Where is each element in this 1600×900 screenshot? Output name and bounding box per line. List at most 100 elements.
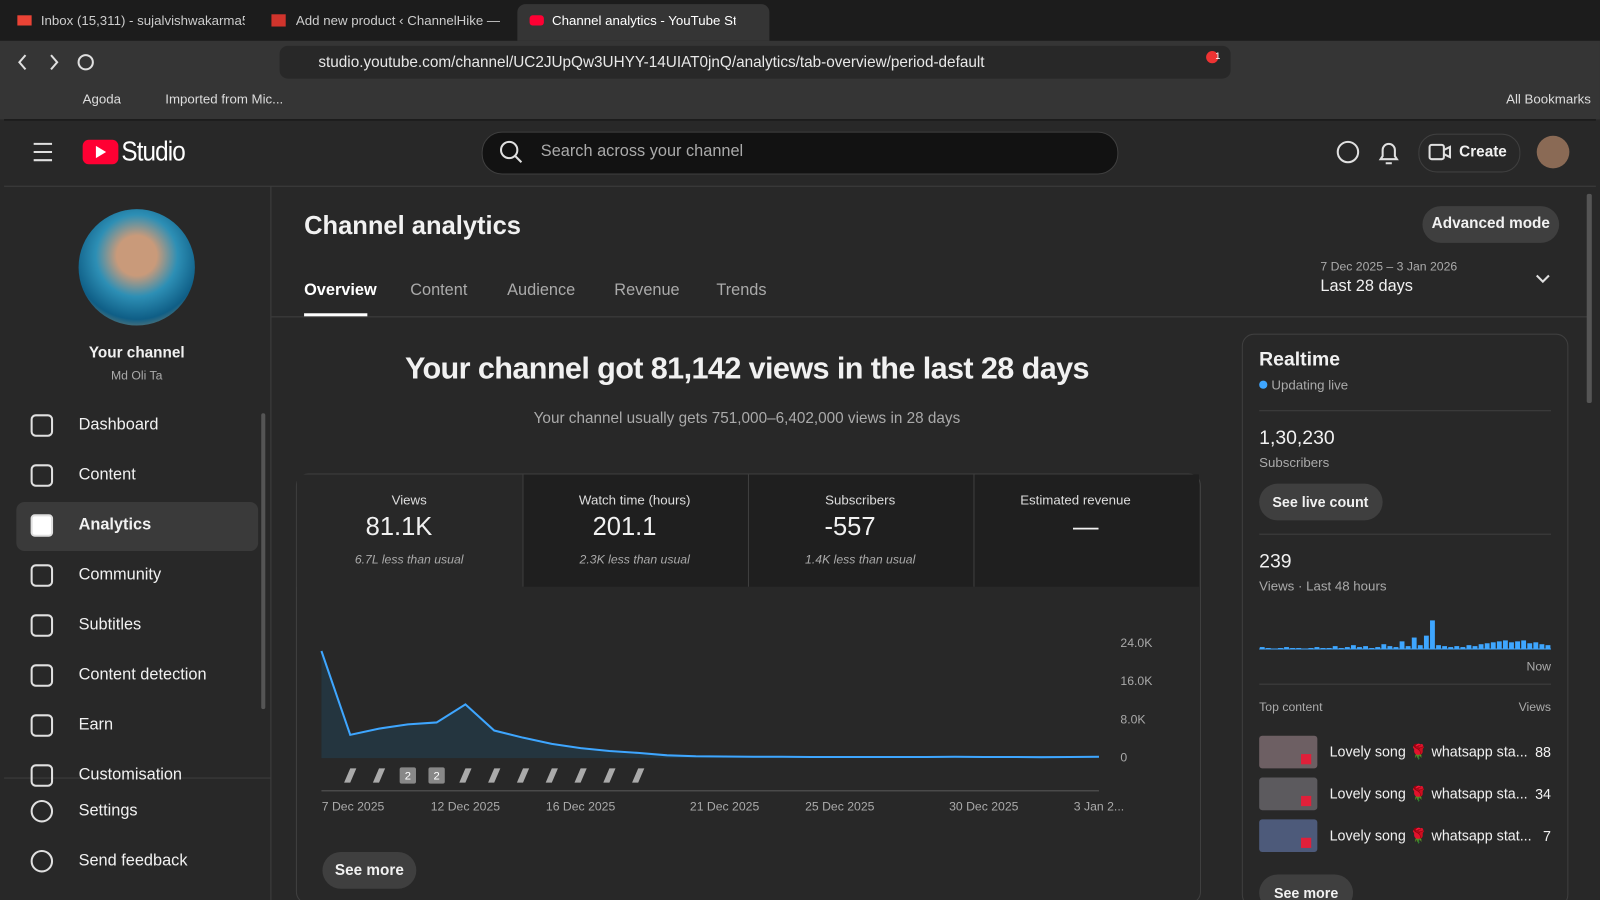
address-bar[interactable] bbox=[279, 45, 1231, 79]
bookmark[interactable]: Agoda bbox=[82, 91, 122, 107]
analytics-tab[interactable]: Content bbox=[410, 281, 468, 299]
realtime-bar bbox=[1502, 640, 1508, 649]
nav-icon bbox=[30, 799, 54, 823]
realtime-status: Updating live bbox=[1271, 377, 1349, 393]
realtime-bar bbox=[1387, 646, 1393, 649]
metric-tile[interactable] bbox=[973, 474, 1199, 587]
create-label[interactable]: Create bbox=[1459, 143, 1507, 161]
divider bbox=[1259, 533, 1552, 535]
metric-value: — bbox=[1072, 512, 1099, 542]
nav-icon bbox=[30, 764, 54, 787]
realtime-bar bbox=[1357, 647, 1362, 649]
divider bbox=[1259, 683, 1552, 685]
tab-title[interactable]: Channel analytics - YouTube Stuc bbox=[552, 12, 736, 29]
period[interactable]: Last 28 days bbox=[1320, 277, 1413, 295]
realtime-bar bbox=[1490, 642, 1496, 649]
chevron[interactable] bbox=[1536, 274, 1550, 284]
realtime-see-more[interactable]: See more bbox=[1273, 884, 1339, 900]
reload-icon[interactable] bbox=[77, 54, 94, 71]
metric-tile[interactable] bbox=[522, 474, 748, 587]
menu-icon[interactable] bbox=[33, 142, 53, 162]
nav-item[interactable]: Dashboard bbox=[78, 416, 159, 434]
metrics-card bbox=[295, 473, 1202, 900]
video-marker bbox=[516, 768, 530, 783]
realtime-bar bbox=[1393, 647, 1399, 649]
date-range[interactable]: 7 Dec 2025 – 3 Jan 2026 bbox=[1320, 259, 1458, 274]
search-placeholder[interactable]: Search across your channel bbox=[540, 142, 744, 161]
realtime-bar bbox=[1296, 648, 1302, 649]
analytics-tab[interactable]: Revenue bbox=[614, 281, 680, 299]
realtime-bar bbox=[1265, 648, 1271, 649]
realtime-bar bbox=[1442, 646, 1448, 649]
realtime-see-more-button[interactable] bbox=[1259, 874, 1354, 900]
create-button[interactable] bbox=[1418, 133, 1521, 173]
tab-favicon bbox=[529, 15, 544, 26]
realtime-bar bbox=[1278, 648, 1283, 649]
top-content-views: 88 bbox=[1535, 743, 1552, 761]
active-tab[interactable] bbox=[517, 4, 770, 41]
search-box[interactable] bbox=[481, 131, 1119, 175]
bookmark[interactable]: Imported from Mic... bbox=[165, 91, 284, 107]
nav-icon bbox=[30, 564, 54, 587]
user-avatar[interactable] bbox=[1536, 135, 1570, 169]
nav-item[interactable]: Customisation bbox=[78, 766, 183, 784]
metric-label: Watch time (hours) bbox=[578, 492, 691, 508]
top-content-title[interactable]: Lovely song 🌹 whatsapp stat... bbox=[1329, 827, 1532, 844]
nav-item[interactable]: Subtitles bbox=[78, 616, 142, 634]
analytics-tab[interactable]: Trends bbox=[716, 281, 767, 299]
realtime-bar bbox=[1430, 620, 1435, 649]
tab-title[interactable]: Add new product ‹ ChannelHike — W bbox=[295, 12, 500, 29]
nav-item[interactable]: Earn bbox=[78, 716, 114, 734]
url[interactable]: studio.youtube.com/channel/UC2JUpQw3UHYY… bbox=[318, 53, 985, 71]
help-icon[interactable] bbox=[1336, 140, 1360, 164]
advanced-mode[interactable]: Advanced mode bbox=[1431, 214, 1550, 233]
metric-tile[interactable] bbox=[747, 474, 974, 587]
realtime-bar bbox=[1527, 643, 1533, 649]
realtime-bar bbox=[1466, 645, 1472, 649]
realtime-bar bbox=[1259, 647, 1265, 649]
see-live-count[interactable]: See live count bbox=[1272, 493, 1369, 511]
see-more-button[interactable] bbox=[322, 852, 417, 889]
tab-favicon bbox=[17, 15, 32, 26]
realtime-bar bbox=[1472, 646, 1478, 649]
nav-item[interactable]: Content bbox=[78, 466, 136, 484]
search-icon bbox=[499, 140, 519, 160]
nav-arrows[interactable] bbox=[18, 54, 59, 71]
nav-icon bbox=[30, 514, 54, 537]
video-marker bbox=[632, 768, 645, 783]
top-content-label: Top content bbox=[1259, 699, 1323, 715]
realtime-bar bbox=[1290, 648, 1296, 649]
nav-item[interactable]: Analytics bbox=[78, 516, 152, 534]
analytics-tab[interactable]: Audience bbox=[507, 281, 576, 299]
see-more[interactable]: See more bbox=[334, 861, 404, 880]
nav-item[interactable]: Community bbox=[78, 566, 162, 584]
analytics-tab[interactable]: Overview bbox=[304, 281, 377, 299]
marker-badge bbox=[428, 767, 445, 784]
tab-title[interactable]: Inbox (15,311) - sujalvishwakarma5@ bbox=[40, 12, 245, 29]
active-nav[interactable] bbox=[16, 502, 259, 552]
realtime-subscribers-label: Subscribers bbox=[1259, 454, 1330, 470]
now-label: Now bbox=[1526, 659, 1552, 674]
metric-tile[interactable] bbox=[296, 474, 523, 587]
realtime-bar bbox=[1423, 635, 1429, 649]
bookmark[interactable]: All Bookmarks bbox=[1506, 91, 1591, 107]
thumbnail-overlay bbox=[1301, 795, 1312, 807]
nav-item[interactable]: Content detection bbox=[78, 666, 207, 684]
realtime-bar bbox=[1417, 645, 1423, 649]
realtime-bar bbox=[1369, 648, 1375, 649]
see-live-button[interactable] bbox=[1259, 483, 1383, 521]
logo-text[interactable]: Studio bbox=[121, 136, 185, 167]
realtime-bar bbox=[1411, 637, 1417, 649]
nav-item[interactable]: Settings bbox=[78, 802, 138, 820]
top-content-title[interactable]: Lovely song 🌹 whatsapp sta... bbox=[1329, 743, 1528, 760]
scrollbar bbox=[1586, 193, 1592, 404]
realtime-bar bbox=[1320, 648, 1326, 649]
advanced-mode-button[interactable] bbox=[1422, 206, 1560, 243]
page-title: Channel analytics bbox=[304, 211, 521, 241]
nav-item[interactable]: Send feedback bbox=[78, 852, 188, 870]
metric-note: 6.7L less than usual bbox=[354, 552, 464, 567]
top-content-title[interactable]: Lovely song 🌹 whatsapp sta... bbox=[1329, 785, 1528, 802]
bell-icon[interactable] bbox=[1378, 142, 1399, 165]
marker-badge bbox=[399, 767, 416, 784]
